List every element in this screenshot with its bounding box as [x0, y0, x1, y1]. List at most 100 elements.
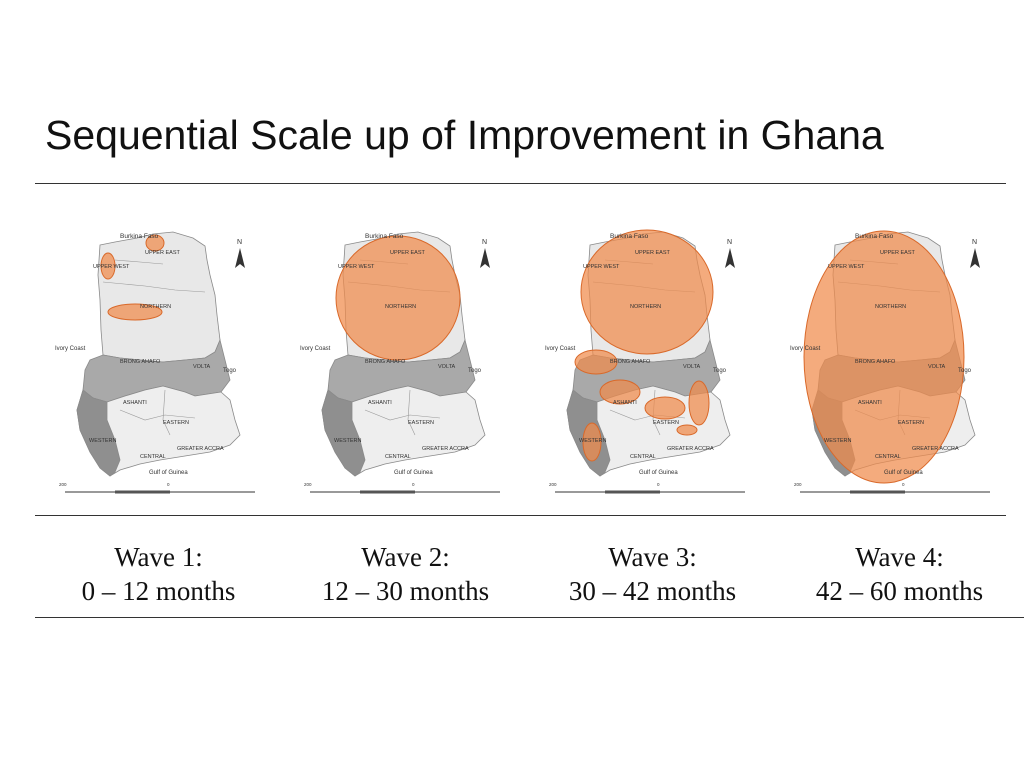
label-togo: Togo	[468, 368, 482, 374]
label-eastern: EASTERN	[163, 420, 189, 426]
label-upper-east: UPPER EAST	[390, 250, 425, 256]
label-ivory-coast: Ivory Coast	[55, 346, 86, 352]
label-brong-ahafo: BRONG AHAFO	[855, 359, 896, 365]
label-ashanti: ASHANTI	[368, 400, 392, 406]
wave-3-caption: Wave 3: 30 – 42 months	[529, 540, 776, 620]
north-arrow-icon	[480, 248, 490, 268]
improvement-area	[107, 303, 163, 321]
label-upper-east: UPPER EAST	[635, 250, 670, 256]
label-western: WESTERN	[89, 438, 117, 444]
western-region	[321, 389, 366, 477]
scale-bar-block	[605, 490, 660, 494]
label-greater-accra: GREATER ACCRA	[422, 446, 469, 452]
scale-bar-block	[115, 490, 170, 494]
scale-label-zero: 0	[412, 482, 415, 487]
wave-1-caption: Wave 1: 0 – 12 months	[35, 540, 282, 620]
label-northern: NORTHERN	[875, 304, 906, 310]
scale-label-zero: 0	[657, 482, 660, 487]
label-greater-accra: GREATER ACCRA	[912, 446, 959, 452]
scale-label-left: 200	[59, 482, 67, 487]
north-arrow-icon	[235, 248, 245, 268]
label-brong-ahafo: BRONG AHAFO	[365, 359, 406, 365]
scale-label-left: 200	[794, 482, 802, 487]
label-volta: VOLTA	[928, 364, 946, 370]
label-burkina-faso: Burkina Faso	[365, 233, 404, 240]
north-arrow-icon	[970, 248, 980, 268]
north-arrow-label: N	[482, 239, 487, 246]
label-upper-west: UPPER WEST	[583, 264, 620, 270]
label-upper-east: UPPER EAST	[880, 250, 915, 256]
label-eastern: EASTERN	[898, 420, 924, 426]
wave-2-caption: Wave 2: 12 – 30 months	[282, 540, 529, 620]
wave-2-period: 12 – 30 months	[321, 576, 490, 606]
western-region	[76, 389, 121, 477]
north-arrow-label: N	[727, 239, 732, 246]
ghana-map-wave-3: Burkina Faso UPPER EAST UPPER WEST NORTHERN…	[535, 220, 755, 510]
improvement-area	[599, 379, 641, 405]
label-gulf-of-guinea: Gulf of Guinea	[639, 470, 678, 476]
label-greater-accra: GREATER ACCRA	[667, 446, 714, 452]
wave-1-period: 0 – 12 months	[81, 576, 236, 606]
label-ashanti: ASHANTI	[123, 400, 147, 406]
label-upper-west: UPPER WEST	[828, 264, 865, 270]
improvement-area	[335, 235, 461, 361]
label-brong-ahafo: BRONG AHAFO	[610, 359, 651, 365]
improvement-area	[582, 422, 602, 462]
scale-label-left: 200	[304, 482, 312, 487]
label-volta: VOLTA	[683, 364, 701, 370]
label-volta: VOLTA	[438, 364, 456, 370]
label-ivory-coast: Ivory Coast	[545, 346, 576, 352]
improvement-area	[644, 396, 686, 420]
label-ivory-coast: Ivory Coast	[300, 346, 331, 352]
label-burkina-faso: Burkina Faso	[120, 233, 159, 240]
label-central: CENTRAL	[140, 454, 166, 460]
improvement-area	[574, 349, 618, 375]
label-northern: NORTHERN	[385, 304, 416, 310]
label-western: WESTERN	[334, 438, 362, 444]
label-gulf-of-guinea: Gulf of Guinea	[394, 470, 433, 476]
label-eastern: EASTERN	[653, 420, 679, 426]
label-eastern: EASTERN	[408, 420, 434, 426]
label-central: CENTRAL	[385, 454, 411, 460]
label-northern: NORTHERN	[140, 304, 171, 310]
label-gulf-of-guinea: Gulf of Guinea	[884, 470, 923, 476]
wave-3-name: Wave 3:	[608, 542, 697, 572]
label-upper-west: UPPER WEST	[93, 264, 130, 270]
scale-bar-block	[360, 490, 415, 494]
scale-bar-block	[850, 490, 905, 494]
label-western: WESTERN	[824, 438, 852, 444]
ghana-map-wave-4: Burkina Faso UPPER EAST UPPER WEST NORTHERN…	[780, 220, 1000, 510]
label-ivory-coast: Ivory Coast	[790, 346, 821, 352]
label-central: CENTRAL	[875, 454, 901, 460]
north-arrow-label: N	[972, 239, 977, 246]
label-northern: NORTHERN	[630, 304, 661, 310]
wave-2-name: Wave 2:	[361, 542, 450, 572]
label-upper-west: UPPER WEST	[338, 264, 375, 270]
label-upper-east: UPPER EAST	[145, 250, 180, 256]
label-burkina-faso: Burkina Faso	[855, 233, 894, 240]
improvement-area	[803, 230, 965, 484]
ghana-map-wave-2: Burkina Faso UPPER EAST UPPER WEST NORTHERN…	[290, 220, 510, 510]
label-ashanti: ASHANTI	[613, 400, 637, 406]
ghana-map-wave-1: Burkina Faso UPPER EAST UPPER WEST NORTHERN…	[45, 220, 265, 510]
region-borders	[102, 259, 206, 436]
north-arrow-label: N	[237, 239, 242, 246]
scale-label-zero: 0	[167, 482, 170, 487]
label-togo: Togo	[958, 368, 972, 374]
wave-4-period: 42 – 60 months	[815, 576, 984, 606]
improvement-area	[100, 252, 116, 280]
north-arrow-icon	[725, 248, 735, 268]
label-gulf-of-guinea: Gulf of Guinea	[149, 470, 188, 476]
label-ashanti: ASHANTI	[858, 400, 882, 406]
improvement-area	[580, 229, 714, 355]
label-greater-accra: GREATER ACCRA	[177, 446, 224, 452]
improvement-area	[676, 424, 698, 436]
label-volta: VOLTA	[193, 364, 211, 370]
wave-3-period: 30 – 42 months	[568, 576, 737, 606]
scale-label-left: 200	[549, 482, 557, 487]
label-central: CENTRAL	[630, 454, 656, 460]
scale-label-zero: 0	[902, 482, 905, 487]
label-burkina-faso: Burkina Faso	[610, 233, 649, 240]
label-western: WESTERN	[579, 438, 607, 444]
top-divider	[35, 183, 1006, 184]
